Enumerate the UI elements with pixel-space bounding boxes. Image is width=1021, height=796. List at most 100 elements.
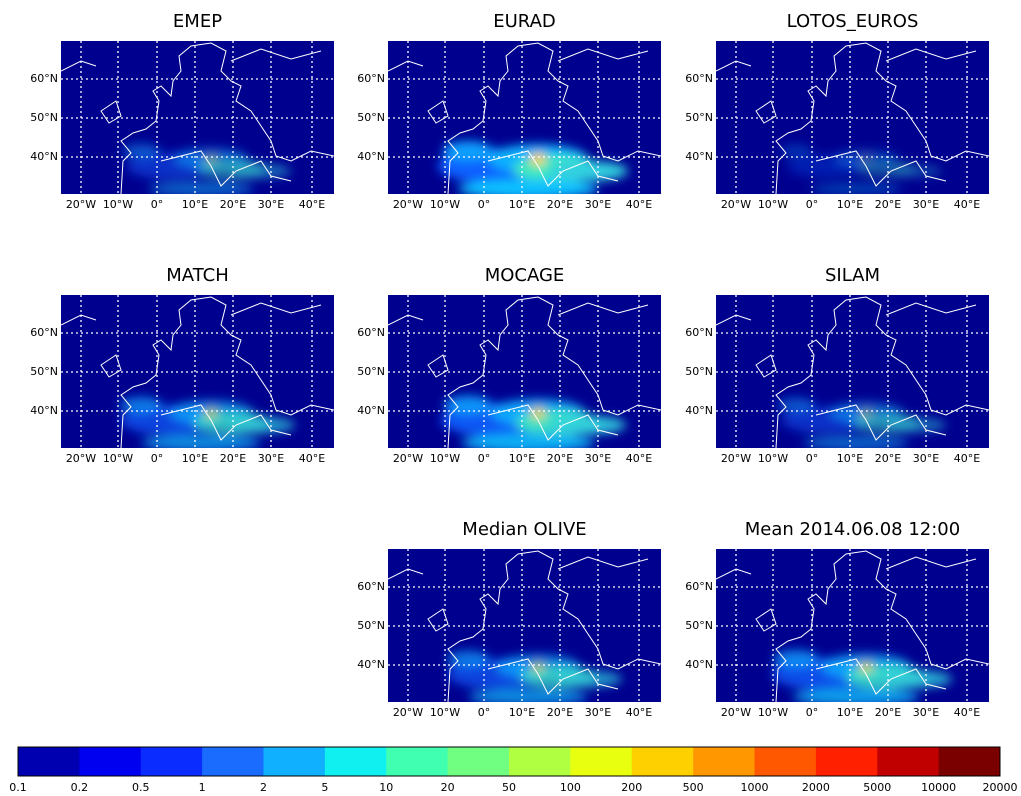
plume (550, 415, 626, 435)
lon-label: 10°E (837, 198, 863, 211)
lon-label: 20°E (875, 452, 901, 465)
plume (530, 407, 546, 419)
colorbar-label: 5000 (863, 781, 891, 794)
colorbar-label: 1 (199, 781, 206, 794)
lon-label: 30°E (913, 706, 939, 719)
lon-label: 10°W (103, 452, 133, 465)
lon-label: 40°E (626, 452, 652, 465)
lon-label: 20°E (220, 452, 246, 465)
lon-label: 0° (806, 706, 819, 719)
lon-label: 40°E (954, 706, 980, 719)
lat-label: 50°N (30, 365, 58, 378)
plume (458, 179, 598, 194)
colorbar-label: 20000 (983, 781, 1018, 794)
colorbar-label: 10000 (921, 781, 956, 794)
lat-label: 50°N (357, 365, 385, 378)
lon-label: 10°E (182, 198, 208, 211)
colorbar-segment (754, 747, 817, 776)
lon-label: 30°E (585, 452, 611, 465)
panel-title: Mean 2014.06.08 12:00 (745, 519, 960, 540)
lat-label: 50°N (685, 619, 713, 632)
map-area (388, 549, 661, 702)
plume (793, 688, 919, 702)
plume (880, 670, 952, 688)
lat-label: 60°N (685, 326, 713, 339)
colorbar-label: 2 (260, 781, 267, 794)
lat-label: 50°N (685, 365, 713, 378)
lon-label: 40°E (299, 452, 325, 465)
lon-label: 30°E (258, 198, 284, 211)
colorbar-segment (693, 747, 755, 776)
lon-label: 20°W (66, 452, 96, 465)
lon-label: 30°E (585, 706, 611, 719)
lon-label: 20°W (721, 706, 751, 719)
lat-label: 50°N (30, 111, 58, 124)
lon-label: 0° (151, 452, 164, 465)
colorbar-frame (17, 746, 1001, 777)
lat-label: 60°N (30, 326, 58, 339)
colorbar-segment (447, 747, 510, 776)
colorbar-label: 2000 (802, 781, 830, 794)
lon-label: 20°E (220, 198, 246, 211)
concentration-field (772, 650, 952, 702)
lon-label: 10°E (509, 706, 535, 719)
plume (148, 181, 254, 194)
lon-label: 30°E (258, 452, 284, 465)
colorbar-segment (938, 747, 1001, 776)
plume (777, 397, 815, 413)
lon-label: 20°W (66, 198, 96, 211)
map-area (388, 295, 661, 448)
plume (122, 143, 160, 159)
plume (468, 688, 588, 702)
lat-label: 40°N (685, 404, 713, 417)
plume (530, 153, 546, 165)
map-panel: LOTOS_EUROS 60°N 50°N 40°N 20°W 10°W 0° 10°E 20°… (685, 11, 989, 211)
lon-label: 10°E (837, 706, 863, 719)
lat-label: 60°N (357, 580, 385, 593)
lon-label: 0° (478, 452, 491, 465)
lon-label: 0° (806, 198, 819, 211)
colorbar-segment (386, 747, 449, 776)
lat-label: 40°N (30, 404, 58, 417)
lat-label: 60°N (357, 72, 385, 85)
lon-label: 10°E (837, 452, 863, 465)
lon-label: 10°W (758, 452, 788, 465)
colorbar-segment (140, 747, 203, 776)
lon-label: 0° (478, 198, 491, 211)
lon-label: 40°E (626, 706, 652, 719)
lon-label: 10°E (509, 452, 535, 465)
plume (858, 661, 874, 673)
colorbar-label: 50 (502, 781, 516, 794)
panel-title: Median OLIVE (462, 519, 586, 540)
colorbar-segment (815, 747, 878, 776)
lon-label: 10°E (182, 452, 208, 465)
map-area (716, 41, 989, 194)
colorbar-label: 0.2 (71, 781, 89, 794)
lat-label: 50°N (685, 111, 713, 124)
lon-label: 20°W (393, 706, 423, 719)
colorbar-segment (202, 747, 264, 776)
lon-label: 20°E (875, 198, 901, 211)
lon-label: 30°E (585, 198, 611, 211)
plume (444, 395, 492, 415)
plume (890, 164, 942, 178)
lon-label: 0° (806, 452, 819, 465)
colorbar-segment (18, 747, 80, 776)
colorbar-segment (631, 747, 694, 776)
lon-label: 30°E (913, 198, 939, 211)
plume (141, 434, 261, 448)
colorbar-label: 20 (441, 781, 455, 794)
colorbar: 0.1 0.2 0.5 1 2 5 10 20 50 100 200 500 1000 2000 5000 1… (9, 746, 1018, 794)
colorbar-segment (570, 747, 633, 776)
plume (461, 433, 595, 448)
lon-label: 30°E (913, 452, 939, 465)
lon-label: 10°W (430, 706, 460, 719)
lon-label: 10°W (103, 198, 133, 211)
colorbar-segment (324, 747, 387, 776)
plume (119, 396, 163, 414)
lat-label: 40°N (685, 658, 713, 671)
panel-title: SILAM (825, 265, 880, 286)
colorbar-label: 10 (379, 781, 393, 794)
map-panel: EURAD 60°N 50°N 40°N 20°W 10°W 0° 10°E 20°E 30°E 4… (357, 11, 661, 211)
